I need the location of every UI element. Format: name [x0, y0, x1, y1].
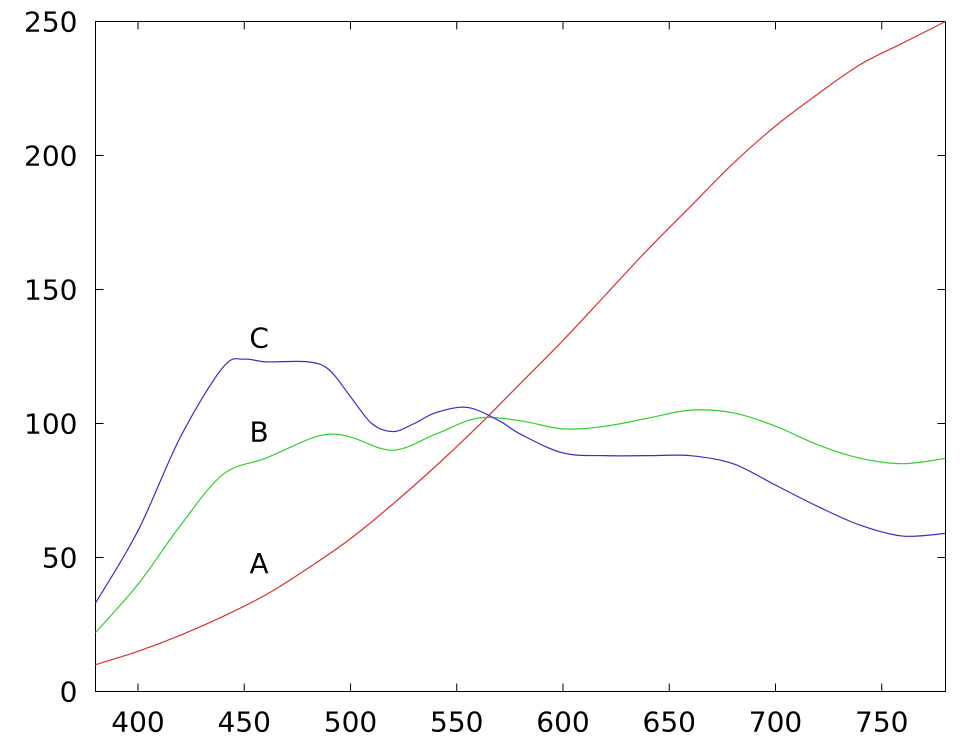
- y-tick-label: 200: [24, 140, 77, 173]
- x-tick-label: 650: [643, 706, 696, 739]
- x-tick-label: 400: [111, 706, 164, 739]
- x-tick-label: 550: [430, 706, 483, 739]
- x-tick-label: 700: [749, 706, 802, 739]
- series-label-group: A B C: [249, 322, 269, 580]
- x-tick-label: 750: [855, 706, 908, 739]
- x-tick-label: 500: [324, 706, 377, 739]
- series-line-b: [95, 409, 946, 633]
- y-tick-label: 250: [24, 6, 77, 39]
- series-group: [94, 20, 946, 666]
- x-tick-label: 450: [218, 706, 271, 739]
- series-label-c: C: [249, 322, 269, 355]
- tick-group: 400 450 500 550 600 650 700 750 0 50 100 150 200 250: [24, 6, 946, 739]
- plot-frame: [95, 21, 946, 692]
- y-tick-label: 100: [24, 408, 77, 441]
- y-tick-label: 150: [24, 274, 77, 307]
- series-line-a: [95, 20, 946, 666]
- x-tick-label: 600: [536, 706, 589, 739]
- series-line-c: [94, 358, 946, 604]
- series-label-b: B: [250, 416, 269, 449]
- series-label-a: A: [250, 547, 269, 580]
- y-tick-label: 0: [60, 676, 78, 709]
- y-tick-label: 50: [42, 542, 78, 575]
